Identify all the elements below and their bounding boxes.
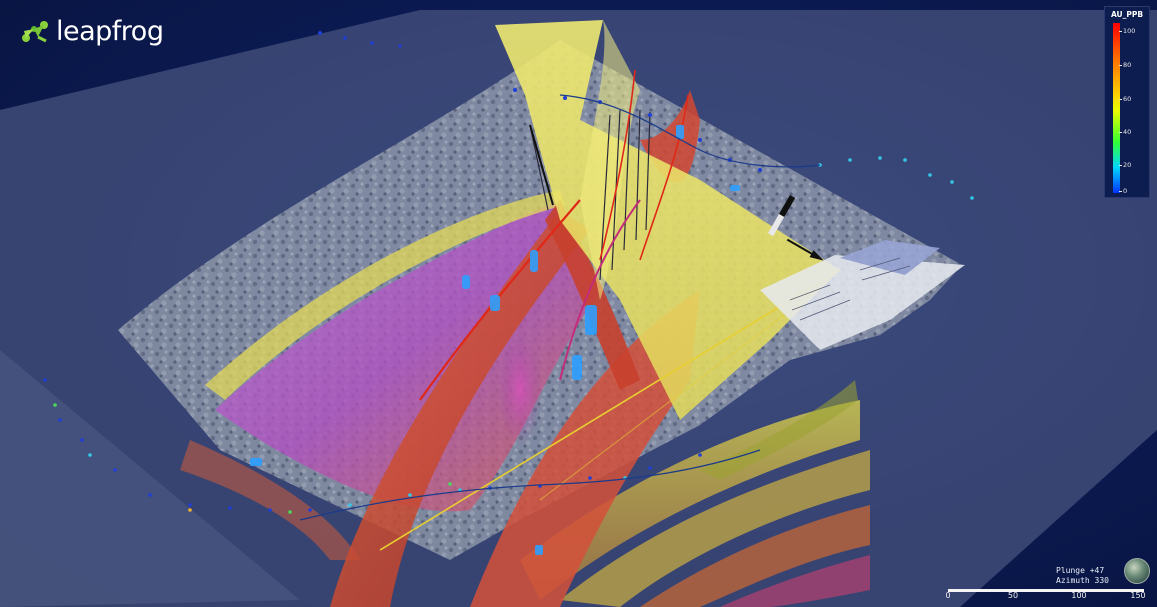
map-legend-overlay xyxy=(760,240,965,350)
plunge-label: Plunge +47 xyxy=(1056,566,1105,575)
fault-yellow-plane xyxy=(495,20,840,420)
scale-bar: 0 50 100 150 xyxy=(944,589,1146,603)
north-arrow-icon xyxy=(768,195,824,261)
azimuth-label: Azimuth 330 xyxy=(1056,576,1109,585)
scale-label: 50 xyxy=(1007,591,1019,600)
scale-label: 0 xyxy=(945,591,951,600)
leapfrog-logo-icon xyxy=(22,20,48,42)
legend-tick: 0 xyxy=(1118,187,1128,195)
legend-tick: 80 xyxy=(1118,61,1132,69)
fault-red-center xyxy=(470,290,700,607)
vein-purple xyxy=(215,200,600,512)
dem-lower-left xyxy=(0,350,300,607)
app-name: leapfrog xyxy=(56,16,164,47)
scale-label: 150 xyxy=(1130,591,1146,600)
scale-label: 100 xyxy=(1071,591,1087,600)
legend-tick: 20 xyxy=(1118,161,1132,169)
view-orientation: Plunge +47 Azimuth 330 xyxy=(1056,566,1109,586)
fault-red-left xyxy=(330,210,590,607)
color-legend: AU_PPB 100 80 60 40 20 0 xyxy=(1104,6,1150,198)
drillholes-vertical xyxy=(529,107,651,281)
legend-tick: 100 xyxy=(1118,27,1136,35)
scale-bar-line xyxy=(948,589,1144,592)
legend-color-bar xyxy=(1113,23,1120,193)
globe-orientation-icon[interactable] xyxy=(1124,558,1150,584)
legend-tick: 40 xyxy=(1118,128,1132,136)
legend-tick: 60 xyxy=(1118,95,1132,103)
legend-title: AU_PPB xyxy=(1110,10,1144,19)
leapfrog-logo: leapfrog xyxy=(20,16,164,47)
